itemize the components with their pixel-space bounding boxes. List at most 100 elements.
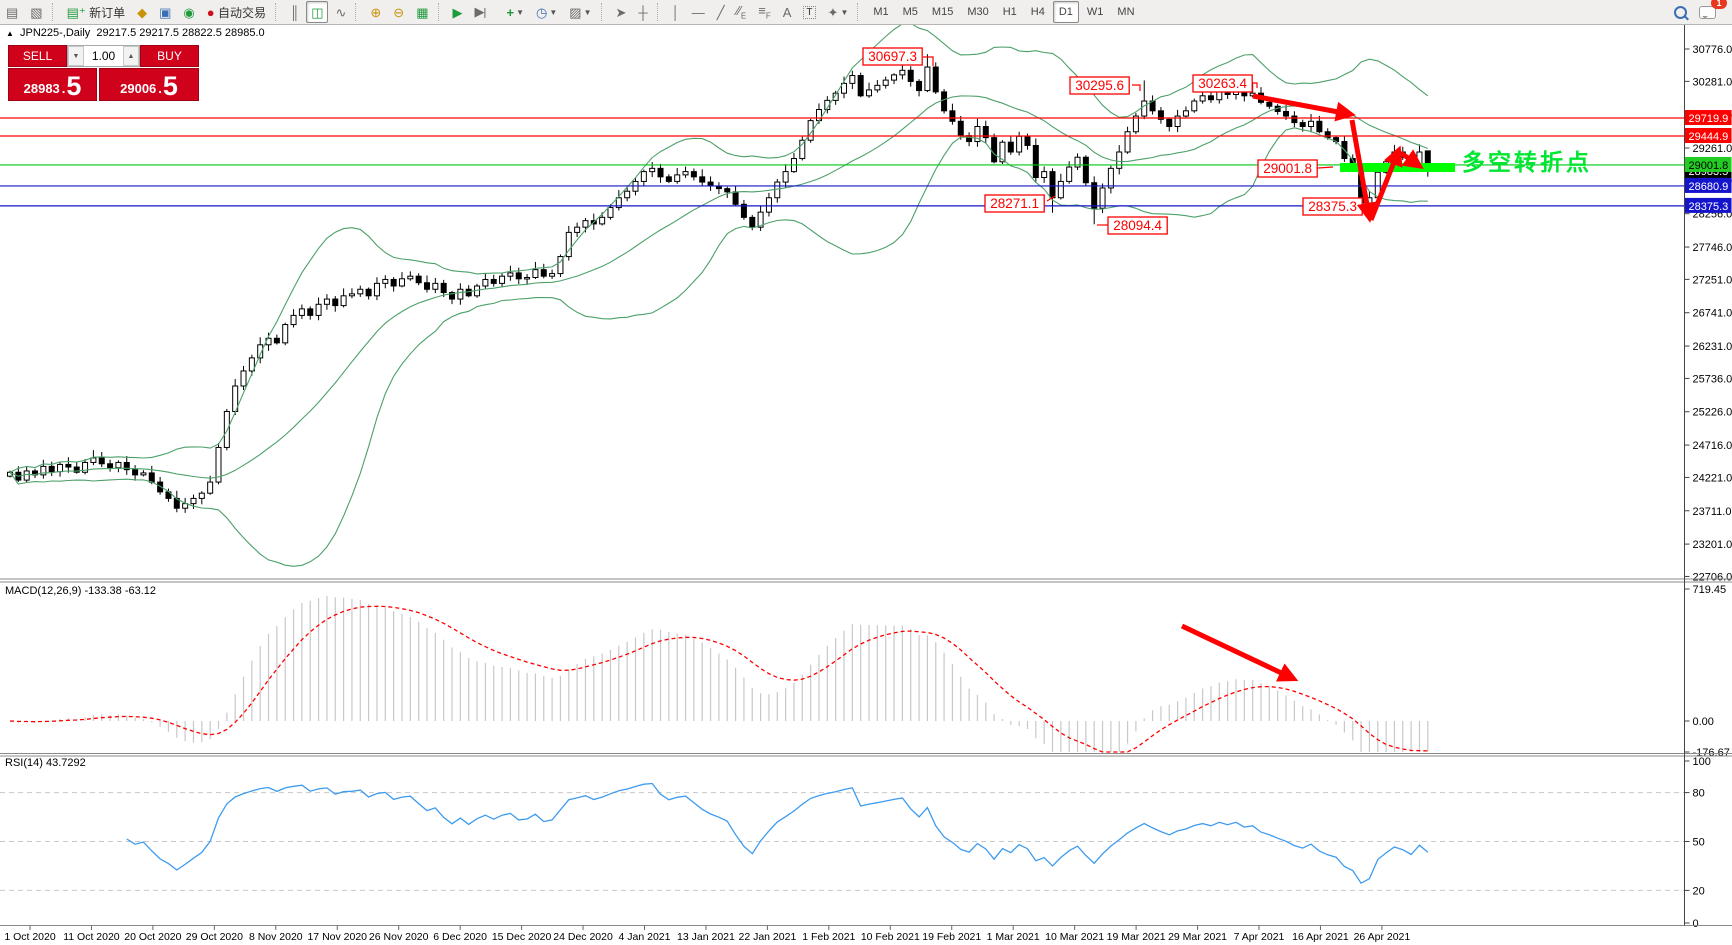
auto-trading-button[interactable]: ● 自动交易 xyxy=(202,1,271,23)
timeframe-mn-button[interactable]: MN xyxy=(1117,6,1135,18)
bollinger-middle xyxy=(9,95,1428,479)
svg-text:29001.8: 29001.8 xyxy=(1689,160,1729,172)
svg-text:29719.9: 29719.9 xyxy=(1689,113,1729,125)
notification-badge: 1 xyxy=(1711,0,1727,9)
volume-increase-button[interactable]: ▲ xyxy=(123,46,139,66)
periods-button[interactable]: ◷ ▼ xyxy=(531,1,562,23)
timeframe-m1-button[interactable]: M1 xyxy=(873,6,889,18)
new-order-label: 新订单 xyxy=(89,5,126,20)
timeframe-m15-button[interactable]: M15 xyxy=(931,6,954,18)
axis-badges: 28983.529719.929444.929001.828680.928375… xyxy=(1684,110,1732,213)
channel-tool-button[interactable]: ∕∕E xyxy=(732,1,752,23)
timeframe-h1-button[interactable]: H1 xyxy=(1002,6,1017,18)
svg-text:30281.0: 30281.0 xyxy=(1693,76,1732,88)
svg-text:23711.0: 23711.0 xyxy=(1693,506,1732,518)
mql-community-button[interactable]: ◉ xyxy=(178,1,199,23)
svg-text:26231.0: 26231.0 xyxy=(1693,341,1732,353)
auto-trading-label: 自动交易 xyxy=(217,5,266,20)
horizontal-line-icon: — xyxy=(691,4,705,20)
buy-price-button[interactable]: 29006. 5 xyxy=(99,68,199,101)
crosshair-icon: ┼ xyxy=(638,4,648,20)
crosshair-tool-button[interactable]: ┼ xyxy=(633,1,652,23)
main-toolbar: ▤ ▧ ▤⁺ 新订单 ◆ ▣ ◉ ● 自动交易 ║ ◫ ∿ ⊕ ⊖ ▦ ▶ ▶⎸… xyxy=(0,0,1732,25)
clock-icon: ◷ xyxy=(536,4,548,20)
candle-chart-mode-button[interactable]: ◫ xyxy=(306,1,329,23)
bar-chart-mode-button[interactable]: ║ xyxy=(285,1,304,23)
chart-profile-icon: ▧ xyxy=(30,4,43,20)
notifications-button[interactable]: 1 xyxy=(1694,0,1727,23)
svg-text:24 Dec 2020: 24 Dec 2020 xyxy=(553,931,613,943)
svg-text:8 Nov 2020: 8 Nov 2020 xyxy=(249,931,303,943)
highlight-bar xyxy=(1340,163,1455,172)
dropdown-arrow-icon: ▼ xyxy=(516,7,525,17)
horizontal-lines xyxy=(0,117,1685,207)
vline-tool-button[interactable]: │ xyxy=(667,1,685,23)
text-tool-icon: A xyxy=(782,4,792,20)
sell-price-button[interactable]: 28983. 5 xyxy=(8,68,98,102)
chart-shift-icon: ▶⎸ xyxy=(474,4,495,19)
text-tool-button[interactable]: A xyxy=(778,1,797,23)
chart-shift-button[interactable]: ▶⎸ xyxy=(470,1,500,23)
svg-text:29444.9: 29444.9 xyxy=(1689,131,1729,143)
equidistant-channel-icon: ∕∕E xyxy=(736,2,747,21)
toolbar-separator xyxy=(600,3,607,21)
timeframe-w1-button[interactable]: W1 xyxy=(1086,6,1104,18)
auto-scroll-button[interactable]: ▶ xyxy=(448,1,468,23)
svg-text:6 Dec 2020: 6 Dec 2020 xyxy=(433,931,487,943)
svg-text:28271.1: 28271.1 xyxy=(990,196,1039,211)
zoom-out-button[interactable]: ⊖ xyxy=(388,1,409,23)
volume-decrease-button[interactable]: ▼ xyxy=(68,46,84,66)
deposit-button[interactable]: ◆ xyxy=(132,1,152,23)
svg-text:80: 80 xyxy=(1693,788,1705,800)
sell-button[interactable]: SELL xyxy=(8,45,67,67)
svg-text:26741.0: 26741.0 xyxy=(1693,308,1732,320)
time-axis: 1 Oct 2020 11 Oct 2020 20 Oct 2020 29 Oct 2… xyxy=(4,925,1410,943)
macd-signal-line xyxy=(9,605,1428,753)
timeframe-h4-button[interactable]: H4 xyxy=(1030,6,1045,18)
indicators-button[interactable]: + ▼ xyxy=(502,1,530,23)
svg-text:20: 20 xyxy=(1693,885,1705,897)
trendline-tool-button[interactable]: ╱ xyxy=(712,1,730,23)
line-chart-mode-button[interactable]: ∿ xyxy=(330,1,351,23)
tile-windows-button[interactable]: ▦ xyxy=(411,1,433,23)
ohlc-bars-icon: ║ xyxy=(289,4,300,20)
svg-text:30295.6: 30295.6 xyxy=(1075,78,1124,93)
toolbar-separator xyxy=(857,3,863,21)
templates-button[interactable]: ▨ ▼ xyxy=(564,1,596,23)
bollinger-upper xyxy=(9,22,1429,473)
dropdown-arrow-icon: ▼ xyxy=(549,7,558,17)
svg-text:20 Oct 2020: 20 Oct 2020 xyxy=(124,931,181,943)
svg-text:16 Apr 2021: 16 Apr 2021 xyxy=(1292,931,1349,943)
toolbar-separator xyxy=(355,3,361,21)
svg-text:19 Feb 2021: 19 Feb 2021 xyxy=(922,931,981,943)
volume-value[interactable]: 1.00 xyxy=(91,49,116,63)
svg-text:1 Feb 2021: 1 Feb 2021 xyxy=(802,931,855,943)
timeframe-m5-button[interactable]: M5 xyxy=(902,6,918,18)
candlestick-icon: ◫ xyxy=(311,4,324,20)
pane-frame xyxy=(0,24,1732,926)
cursor-tool-button[interactable]: ➤ xyxy=(611,1,632,23)
timeframe-m30-button[interactable]: M30 xyxy=(967,6,989,18)
fibonacci-tool-button[interactable]: ≡F xyxy=(753,1,775,23)
svg-text:29261.0: 29261.0 xyxy=(1693,143,1732,155)
label-tool-button[interactable]: T xyxy=(798,1,820,23)
new-chart-button[interactable]: ▤ xyxy=(1,1,23,23)
svg-text:10 Mar 2021: 10 Mar 2021 xyxy=(1045,931,1104,943)
search-button[interactable] xyxy=(1669,1,1692,23)
terminal-button[interactable]: ▣ xyxy=(154,1,176,23)
bid-big-digit: 5 xyxy=(66,71,82,102)
buy-button[interactable]: BUY xyxy=(140,45,199,67)
svg-text:24716.0: 24716.0 xyxy=(1693,440,1732,452)
shapes-tool-button[interactable]: ✦ ▼ xyxy=(823,1,854,23)
mql-icon: ◉ xyxy=(183,4,195,20)
rsi-header: RSI(14) 43.7292 xyxy=(5,757,86,769)
collapse-marker-icon[interactable]: ▲ xyxy=(6,29,14,38)
new-order-button[interactable]: ▤⁺ 新订单 xyxy=(62,1,131,23)
rsi-line xyxy=(126,782,1429,885)
timeframe-d1-button[interactable]: D1 xyxy=(1052,1,1079,23)
hline-tool-button[interactable]: — xyxy=(687,1,710,23)
ask-big-digit: 5 xyxy=(162,71,178,102)
zoom-in-button[interactable]: ⊕ xyxy=(365,1,386,23)
profiles-button[interactable]: ▧ xyxy=(25,1,47,23)
